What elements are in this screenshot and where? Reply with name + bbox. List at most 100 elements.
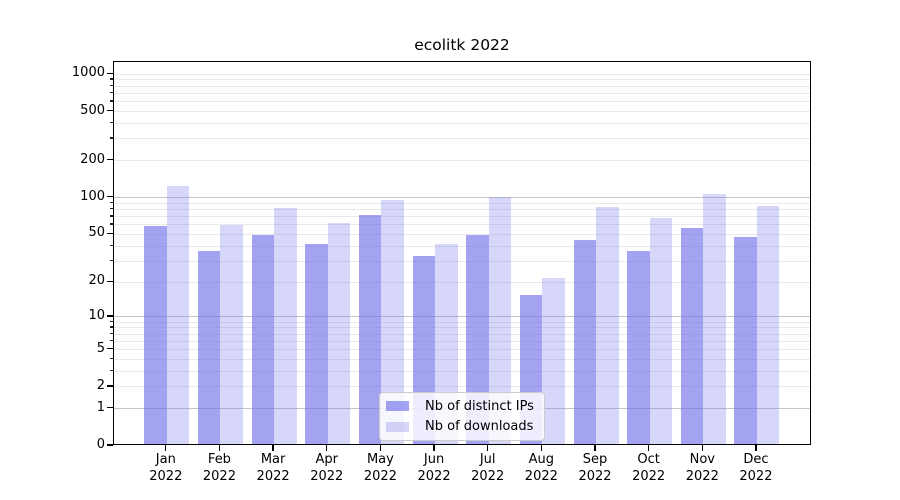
bar-jul-downloads — [488, 196, 512, 444]
legend-label-downloads: Nb of downloads — [425, 419, 534, 435]
x-tick-mark-mar — [272, 445, 274, 451]
gridline-900 — [114, 79, 810, 81]
y-tick-mark-2 — [107, 385, 113, 387]
x-tick-label-jun: Jun 2022 — [417, 452, 451, 484]
x-tick-label-jul: Jul 2022 — [471, 452, 505, 484]
gridline-2 — [114, 386, 810, 388]
gridline-6 — [114, 340, 810, 342]
y-tick-mark-500 — [107, 109, 113, 112]
gridline-1000 — [114, 73, 810, 75]
y-minor-tick-700 — [110, 91, 113, 94]
x-tick-label-mar: Mar 2022 — [256, 452, 290, 484]
bar-nov-downloads — [703, 194, 726, 444]
x-tick-mark-feb — [218, 445, 221, 451]
bar-mar-distinct-ips — [251, 234, 275, 444]
bar-apr-downloads — [327, 222, 351, 444]
legend-item-distinct-ips: Nb of distinct IPs — [386, 398, 534, 415]
y-minor-tick-300 — [110, 137, 113, 139]
plot-area — [113, 61, 811, 445]
y-minor-tick-800 — [110, 84, 113, 87]
y-minor-tick-4 — [110, 357, 113, 360]
x-tick-label-aug: Aug 2022 — [524, 452, 558, 484]
y-tick-label-200: 200 — [80, 151, 105, 167]
gridline-5 — [114, 349, 810, 351]
y-tick-label-1: 1 — [96, 399, 105, 415]
bar-sep-distinct-ips — [573, 240, 596, 444]
gridline-20 — [114, 281, 810, 283]
bar-oct-downloads — [649, 217, 673, 444]
y-tick-mark-20 — [107, 280, 113, 282]
gridline-100 — [114, 197, 810, 199]
legend-label-distinct-ips: Nb of distinct IPs — [425, 398, 534, 414]
y-minor-tick-8 — [110, 326, 113, 328]
y-tick-mark-50 — [107, 232, 113, 235]
x-tick-label-sep: Sep 2022 — [578, 452, 612, 484]
legend-swatch-downloads-icon — [386, 421, 409, 432]
gridline-400 — [114, 123, 810, 125]
x-tick-mark-may — [379, 445, 382, 451]
x-tick-mark-apr — [326, 445, 328, 451]
y-minor-tick-7 — [110, 332, 113, 335]
x-tick-mark-nov — [701, 445, 703, 451]
bar-jul-distinct-ips — [466, 234, 489, 444]
legend-swatch-distinct-ips-icon — [386, 401, 409, 412]
bar-feb-distinct-ips — [197, 251, 221, 444]
gridline-700 — [114, 92, 810, 94]
bar-dec-downloads — [756, 206, 780, 444]
x-tick-label-apr: Apr 2022 — [310, 452, 344, 484]
gridline-90 — [114, 202, 810, 204]
y-tick-mark-1000 — [107, 72, 113, 74]
y-tick-label-500: 500 — [80, 102, 105, 118]
x-tick-mark-dec — [755, 445, 757, 451]
y-tick-mark-100 — [107, 196, 113, 198]
x-tick-mark-jul — [487, 445, 489, 451]
gridline-40 — [114, 245, 810, 247]
x-tick-label-oct: Oct 2022 — [632, 452, 666, 484]
gridline-9 — [114, 321, 810, 323]
y-tick-label-2: 2 — [96, 377, 105, 393]
bar-may-downloads — [381, 199, 404, 444]
y-tick-mark-5 — [107, 347, 113, 350]
gridline-7 — [114, 333, 810, 335]
y-tick-label-50: 50 — [88, 225, 105, 241]
gridline-10 — [114, 316, 810, 318]
bar-sep-downloads — [596, 206, 619, 444]
y-tick-mark-1 — [107, 407, 113, 409]
y-minor-tick-400 — [110, 122, 113, 124]
bar-apr-distinct-ips — [305, 244, 328, 444]
gridline-4 — [114, 358, 810, 360]
gridline-500 — [114, 111, 810, 113]
y-minor-tick-80 — [110, 208, 113, 210]
y-minor-tick-30 — [110, 259, 113, 262]
bar-nov-distinct-ips — [680, 228, 704, 444]
y-minor-tick-900 — [110, 78, 113, 80]
bar-may-distinct-ips — [358, 215, 382, 444]
y-minor-tick-90 — [110, 201, 113, 204]
chart-title: ecolitk 2022 — [414, 36, 510, 54]
y-tick-label-20: 20 — [88, 273, 105, 289]
bar-feb-downloads — [220, 224, 243, 444]
x-tick-mark-aug — [540, 445, 543, 451]
y-minor-tick-40 — [110, 244, 113, 247]
bar-aug-downloads — [542, 277, 565, 444]
gridline-50 — [114, 233, 810, 235]
bar-mar-downloads — [274, 208, 297, 444]
y-minor-tick-70 — [110, 215, 113, 217]
gridline-3 — [114, 370, 810, 372]
gridline-200 — [114, 160, 810, 162]
y-tick-label-5: 5 — [96, 340, 105, 356]
bar-oct-distinct-ips — [627, 251, 650, 444]
y-tick-mark-0 — [107, 444, 113, 446]
gridline-30 — [114, 260, 810, 262]
gridline-300 — [114, 138, 810, 140]
legend-item-downloads: Nb of downloads — [386, 419, 534, 436]
y-tick-label-10: 10 — [88, 307, 105, 323]
x-tick-label-jan: Jan 2022 — [149, 452, 183, 484]
bar-jan-distinct-ips — [144, 225, 167, 444]
x-tick-label-may: May 2022 — [363, 452, 397, 484]
x-tick-label-feb: Feb 2022 — [202, 452, 236, 484]
x-tick-label-nov: Nov 2022 — [685, 452, 719, 484]
y-tick-label-1000: 1000 — [71, 65, 105, 81]
x-tick-mark-sep — [594, 445, 596, 451]
